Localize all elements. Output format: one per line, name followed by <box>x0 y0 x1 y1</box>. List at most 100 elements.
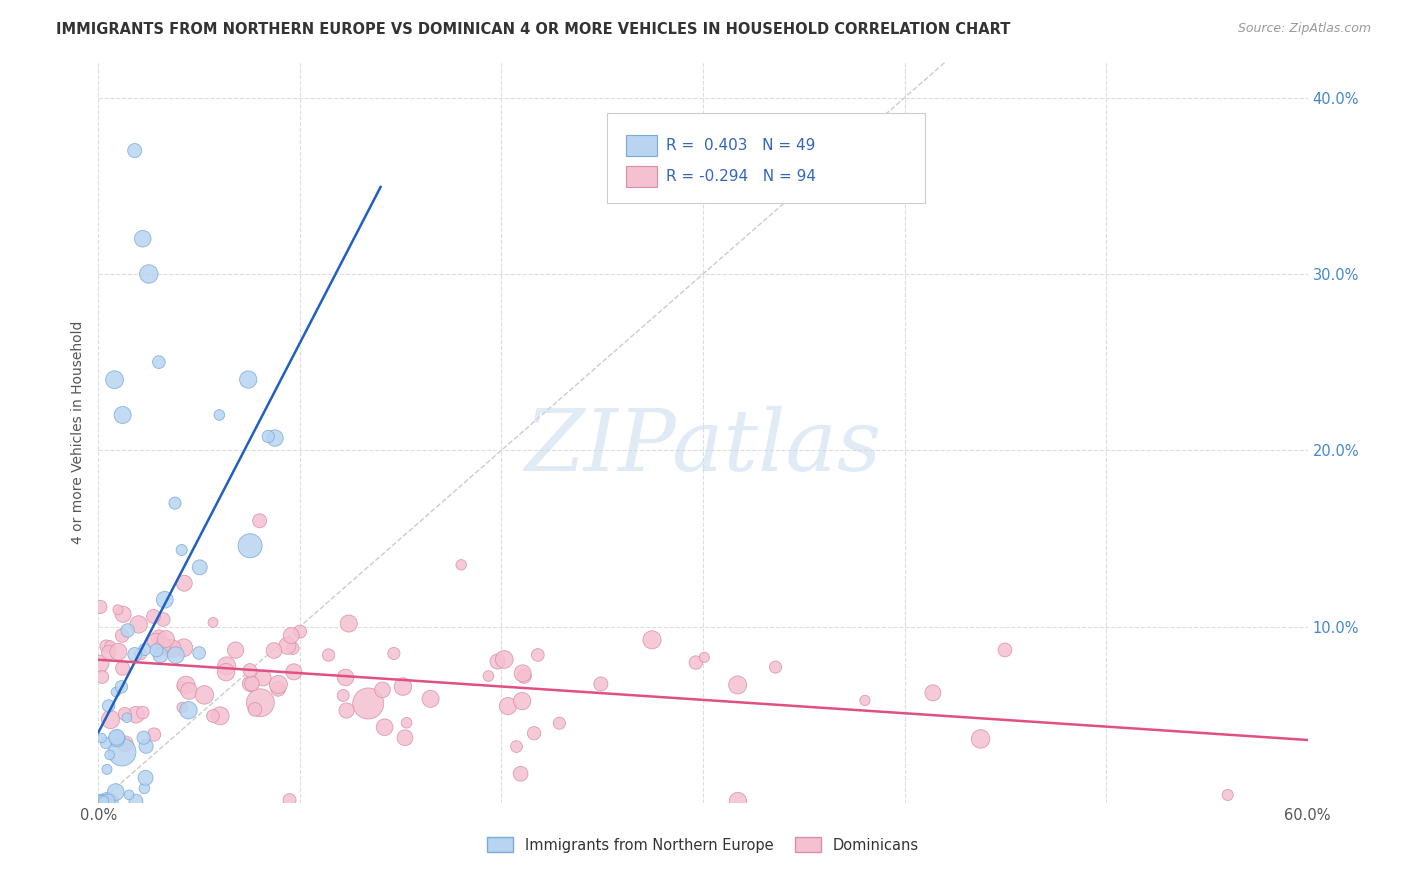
Point <box>97 794 120 808</box>
Point <box>202 615 225 630</box>
Point <box>193 688 215 702</box>
Point <box>114 737 136 751</box>
Point <box>173 576 195 591</box>
Point <box>267 681 290 696</box>
Point <box>153 592 176 607</box>
Point <box>134 642 156 657</box>
Point <box>152 638 174 652</box>
Point <box>249 696 271 710</box>
Point <box>263 643 285 657</box>
Point <box>148 355 170 369</box>
Point <box>100 794 122 808</box>
Point <box>215 659 238 673</box>
Point <box>239 676 262 690</box>
Point <box>288 624 311 639</box>
Point <box>249 514 271 528</box>
Text: ZIPatlas: ZIPatlas <box>524 406 882 489</box>
Point <box>107 603 129 617</box>
Point <box>589 677 612 691</box>
Point <box>145 643 167 657</box>
Point <box>132 731 155 745</box>
Point <box>486 655 509 669</box>
Point <box>134 781 156 796</box>
Point <box>853 693 876 707</box>
Text: R =  0.403   N = 49: R = 0.403 N = 49 <box>666 138 815 153</box>
Point <box>132 706 155 720</box>
Point <box>128 617 150 632</box>
Point <box>510 694 533 708</box>
Point <box>267 677 290 691</box>
Point <box>357 697 380 711</box>
Point <box>97 646 120 660</box>
Point <box>548 716 571 731</box>
Point <box>124 648 146 662</box>
Point <box>162 641 184 656</box>
Point <box>98 747 121 762</box>
Point <box>148 631 170 645</box>
Point <box>240 676 263 690</box>
Point <box>111 628 134 642</box>
Point <box>135 771 157 785</box>
Point <box>523 726 546 740</box>
Point <box>318 648 340 662</box>
Point <box>332 689 354 703</box>
Point <box>188 646 211 660</box>
Point <box>727 678 749 692</box>
Point <box>89 599 111 614</box>
Point <box>177 684 200 698</box>
Point <box>138 267 160 281</box>
Point <box>335 671 357 685</box>
Point <box>149 648 172 662</box>
Point <box>135 739 157 754</box>
Point <box>477 669 499 683</box>
Point <box>103 373 125 387</box>
Point <box>107 645 129 659</box>
Point <box>98 639 121 653</box>
Point <box>163 496 186 510</box>
Point <box>335 704 357 718</box>
Point <box>276 639 298 653</box>
Point <box>208 408 231 422</box>
Point <box>281 641 304 656</box>
Point <box>512 666 534 681</box>
Text: R = -0.294   N = 94: R = -0.294 N = 94 <box>666 169 817 184</box>
Point <box>93 794 115 808</box>
Point <box>419 691 441 706</box>
Point <box>494 652 516 666</box>
Point <box>225 643 247 657</box>
Point <box>239 539 262 553</box>
Point <box>969 731 991 746</box>
Point <box>392 680 415 694</box>
Point <box>170 543 193 558</box>
Point <box>209 708 232 723</box>
Point <box>111 661 134 675</box>
Text: Source: ZipAtlas.com: Source: ZipAtlas.com <box>1237 22 1371 36</box>
Y-axis label: 4 or more Vehicles in Household: 4 or more Vehicles in Household <box>72 321 86 544</box>
Point <box>505 739 527 754</box>
Point <box>450 558 472 572</box>
Point <box>337 616 360 631</box>
Point <box>97 794 120 808</box>
Point <box>382 647 405 661</box>
Point <box>94 736 117 750</box>
Point <box>238 373 260 387</box>
Point <box>143 728 166 742</box>
Point <box>90 794 112 808</box>
Point <box>685 656 707 670</box>
Point <box>96 763 118 777</box>
Point <box>94 639 117 653</box>
Point <box>165 648 187 662</box>
Point <box>727 794 749 808</box>
Point <box>90 731 112 745</box>
Point <box>201 709 224 723</box>
Point <box>117 624 139 638</box>
Point <box>173 640 195 655</box>
Point <box>215 665 238 680</box>
Point <box>371 682 394 697</box>
Point <box>105 731 128 746</box>
Point <box>1216 788 1239 802</box>
Point <box>283 665 305 679</box>
Point <box>124 144 146 158</box>
Point <box>90 794 112 808</box>
Point <box>513 669 536 683</box>
